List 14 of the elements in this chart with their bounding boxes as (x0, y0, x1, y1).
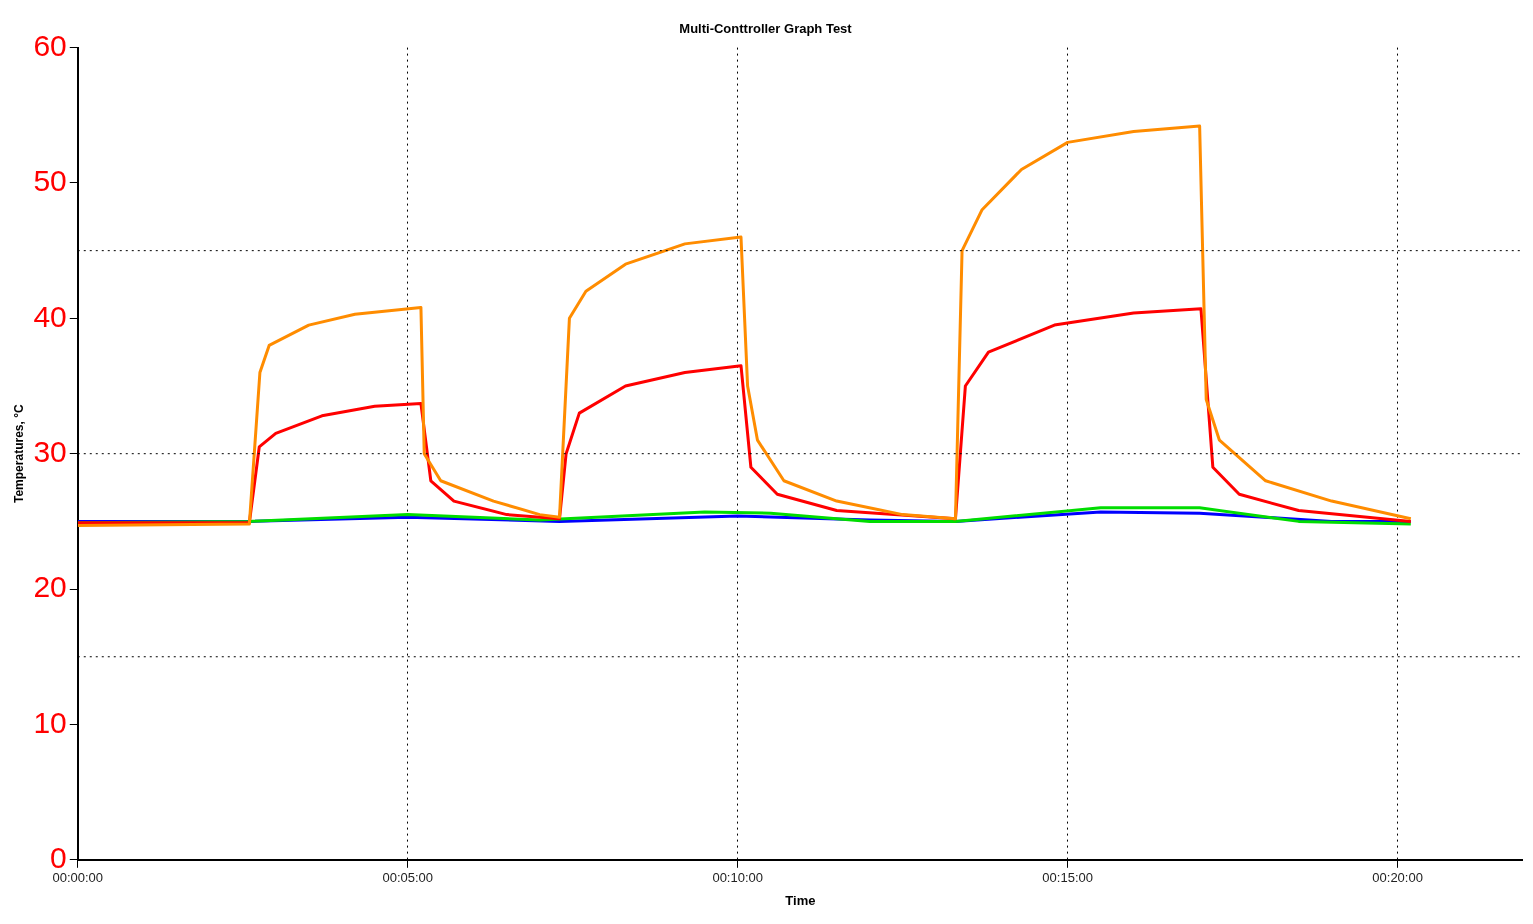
y-tick-label: 60 (33, 28, 67, 62)
y-tick-label: 10 (33, 705, 67, 739)
chart-title: Multi-Conttroller Graph Test (679, 21, 853, 37)
x-tick-label: 00:15:00 (1042, 870, 1093, 886)
y-tick-label: 30 (33, 434, 67, 468)
x-tick-label: 00:00:00 (52, 870, 104, 886)
x-axis-title: Time (785, 892, 816, 908)
y-tick-label: 20 (33, 570, 67, 604)
y-axis-title: Temperatures, °C (11, 404, 26, 503)
x-tick-label: 00:05:00 (382, 870, 434, 886)
x-tick-label: 00:10:00 (712, 870, 763, 886)
x-tick-label: 00:20:00 (1372, 870, 1423, 886)
y-tick-label: 50 (33, 164, 67, 198)
y-tick-label: 40 (33, 299, 67, 333)
